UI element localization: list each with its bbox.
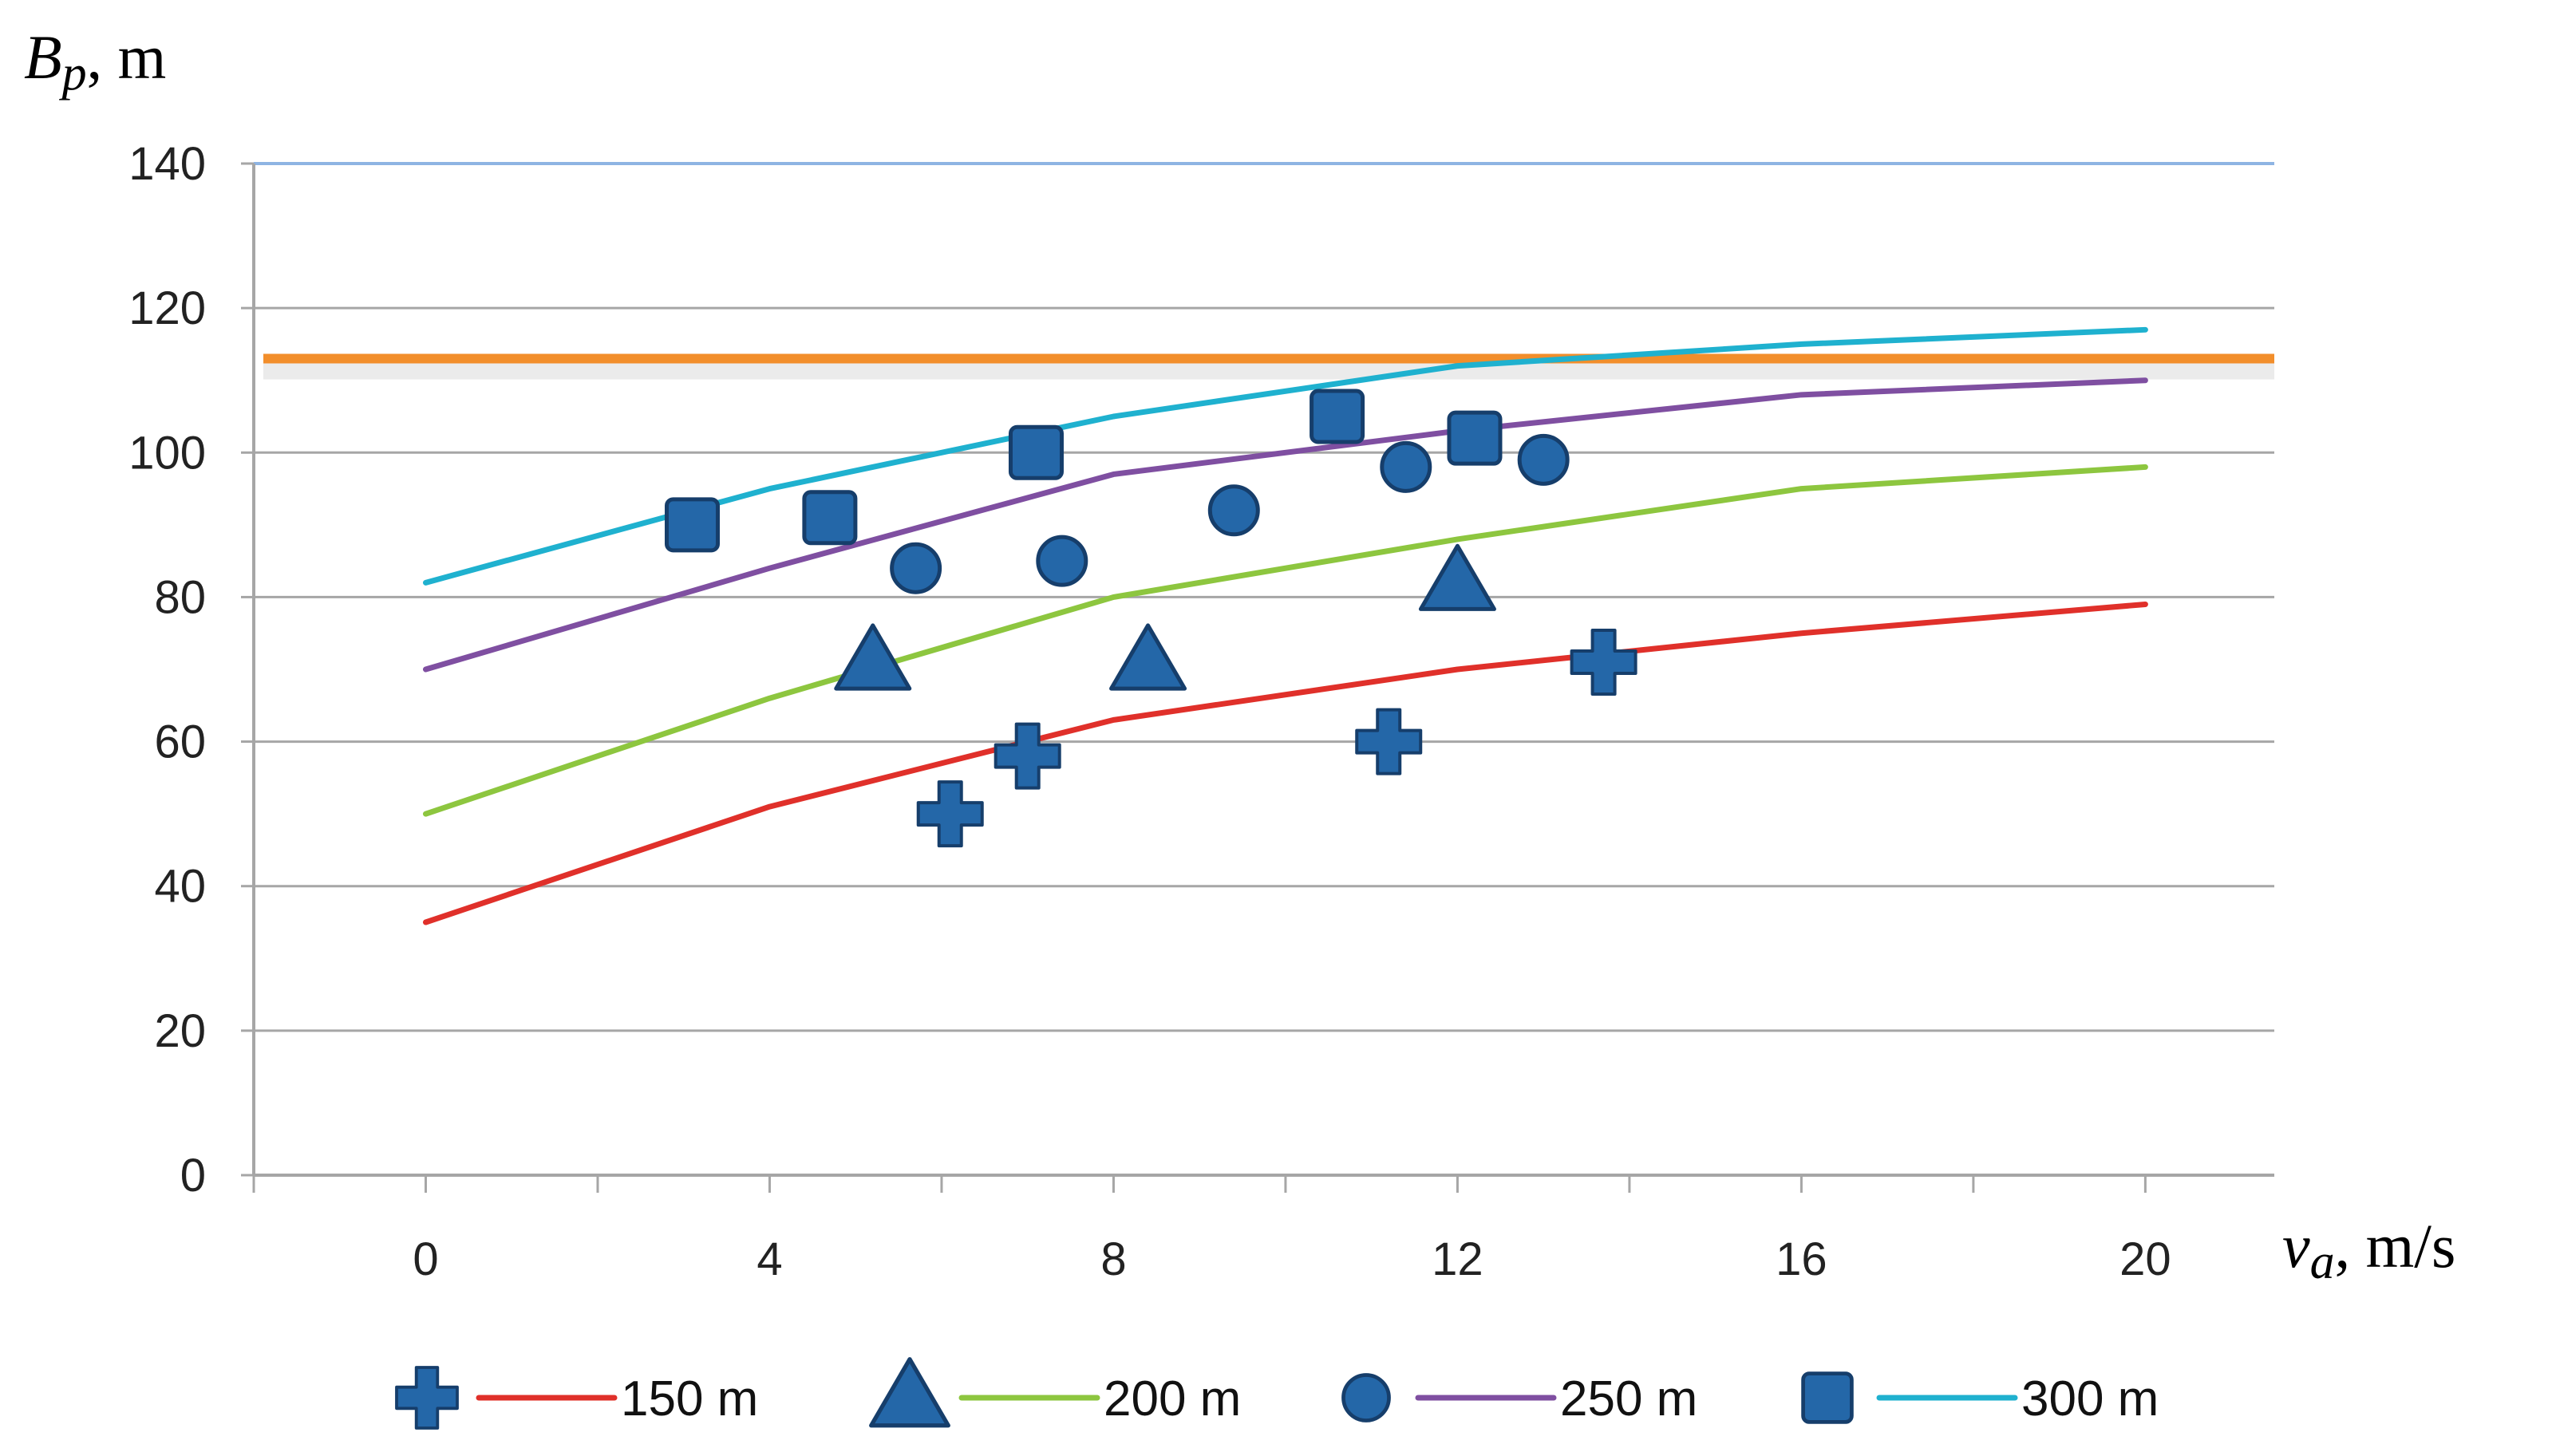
legend: 150 m 200 m 250 m 300 m [395, 1357, 2159, 1430]
x-axis-subscript: a [2310, 1235, 2335, 1289]
marker-circle-250-m [1380, 440, 1432, 493]
x-tick-label: 0 [413, 1233, 438, 1285]
legend-label: 150 m [621, 1371, 758, 1426]
legend-item: 300 m [1801, 1371, 2159, 1426]
x-axis-title: va, m/s [2282, 1211, 2455, 1289]
marker-triangle-200-m [1109, 623, 1187, 691]
marker-triangle-200-m [834, 623, 912, 691]
y-tick-label: 140 [128, 138, 206, 190]
legend-marker-plus [395, 1366, 459, 1430]
x-axis-unit: , m/s [2335, 1211, 2456, 1280]
axes [241, 162, 2274, 1193]
marker-square-300-m [1310, 389, 1365, 444]
legend-item: 250 m [1341, 1371, 1697, 1426]
marker-circle-250-m [1517, 433, 1570, 486]
marker-circle-250-m [1036, 535, 1088, 587]
legend-label: 300 m [2021, 1371, 2159, 1426]
series-markers [664, 389, 1637, 848]
y-axis-symbol: B [24, 22, 62, 92]
marker-square-300-m [1008, 424, 1064, 480]
y-tick-labels: 0 20 40 60 80 100 120 140 [128, 138, 206, 1201]
series-lines [422, 326, 2148, 925]
reference-line-shadow [263, 361, 2274, 380]
legend-marker-triangle [869, 1357, 950, 1428]
legend-item: 150 m [395, 1366, 758, 1430]
x-axis-symbol: v [2282, 1211, 2310, 1280]
legend-item: 200 m [869, 1357, 1241, 1428]
marker-square-300-m [664, 497, 720, 553]
marker-plus-150-m [1355, 708, 1423, 775]
y-tick-label: 40 [154, 861, 206, 913]
y-tick-label: 60 [154, 716, 206, 768]
grid-lines [254, 162, 2274, 1032]
x-tick-label: 20 [2119, 1233, 2171, 1285]
legend-label: 250 m [1560, 1371, 1697, 1426]
x-tick-label: 8 [1100, 1233, 1126, 1285]
y-tick-label: 20 [154, 1005, 206, 1057]
marker-plus-150-m [916, 780, 984, 848]
y-tick-label: 100 [128, 427, 206, 479]
y-axis-subscript: p [59, 46, 87, 101]
marker-plus-150-m [994, 722, 1061, 790]
marker-square-300-m [1447, 410, 1503, 466]
legend-marker-square [1801, 1371, 1854, 1424]
marker-circle-250-m [1207, 484, 1260, 537]
marker-circle-250-m [890, 542, 942, 594]
reference-line [263, 353, 2274, 380]
marker-triangle-200-m [1418, 543, 1496, 611]
x-tick-labels: 0 4 8 12 16 20 [413, 1233, 2171, 1285]
marker-square-300-m [802, 490, 858, 546]
x-tick-label: 16 [1776, 1233, 1827, 1285]
legend-label: 200 m [1104, 1371, 1241, 1426]
y-tick-label: 80 [154, 571, 206, 623]
x-tick-label: 12 [1432, 1233, 1483, 1285]
series-line-150-m [422, 601, 2148, 925]
marker-plus-150-m [1570, 628, 1637, 696]
series-line-250-m [422, 377, 2148, 673]
y-tick-label: 0 [180, 1150, 206, 1201]
y-axis-unit: , m [87, 22, 167, 92]
series-line-200-m [422, 464, 2148, 817]
legend-marker-circle [1341, 1373, 1391, 1422]
x-tick-label: 4 [757, 1233, 782, 1285]
y-tick-label: 120 [128, 282, 206, 334]
y-axis-title: Bp, m [24, 22, 166, 101]
